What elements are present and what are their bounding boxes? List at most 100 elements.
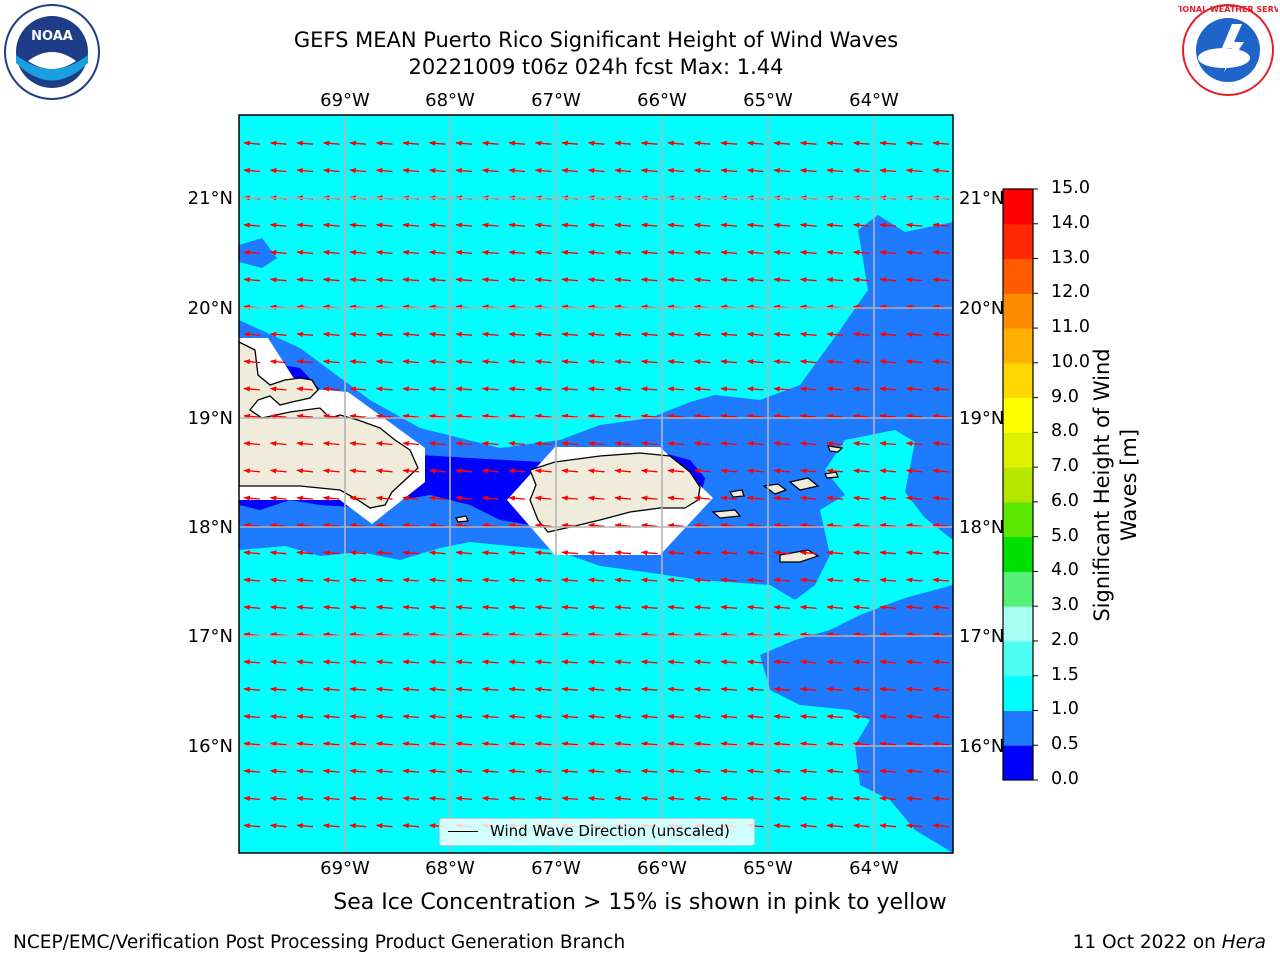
lat-labels-left: 21°N 20°N 19°N 18°N 17°N 16°N bbox=[188, 188, 233, 757]
wind-wave-arrow bbox=[746, 168, 764, 174]
wind-wave-arrow bbox=[296, 604, 314, 611]
wind-wave-arrow bbox=[826, 331, 844, 338]
wind-wave-arrow bbox=[508, 768, 526, 774]
wind-wave-arrow bbox=[481, 222, 499, 228]
wind-wave-arrow bbox=[667, 550, 685, 556]
wind-wave-arrow bbox=[640, 277, 658, 283]
wind-wave-arrow bbox=[852, 168, 870, 174]
wind-wave-arrow bbox=[243, 741, 261, 747]
wind-wave-arrow bbox=[375, 441, 393, 447]
wind-wave-arrow bbox=[243, 659, 261, 665]
wind-wave-arrow bbox=[481, 441, 499, 447]
wind-wave-arrow bbox=[349, 249, 367, 256]
wind-wave-arrow bbox=[269, 659, 287, 665]
wind-wave-arrow bbox=[667, 795, 685, 802]
lon-label-top: 68°W bbox=[425, 90, 475, 111]
wind-wave-arrow bbox=[375, 577, 393, 583]
wind-wave-arrow bbox=[296, 441, 314, 447]
wind-wave-arrow bbox=[614, 359, 632, 365]
wind-wave-arrow bbox=[243, 550, 261, 556]
footer-date: 11 Oct 2022 on Hera bbox=[1073, 932, 1266, 953]
wind-wave-arrow bbox=[879, 823, 897, 829]
colorbar-tick-label: 1.0 bbox=[1051, 699, 1079, 720]
wind-wave-arrow bbox=[799, 277, 817, 283]
wind-wave-arrow bbox=[852, 441, 870, 447]
wind-wave-arrow bbox=[614, 768, 632, 774]
wind-wave-arrow bbox=[561, 386, 579, 392]
wind-wave-arrow bbox=[561, 140, 579, 146]
wind-wave-arrow bbox=[243, 359, 261, 365]
wind-wave-arrow bbox=[932, 522, 950, 529]
wind-wave-arrow bbox=[402, 823, 420, 829]
wind-wave-arrow bbox=[243, 468, 261, 474]
wind-wave-arrow bbox=[826, 550, 844, 556]
wind-wave-arrow bbox=[561, 550, 579, 556]
wind-wave-arrow bbox=[852, 686, 870, 692]
lon-label-bottom: 69°W bbox=[320, 858, 370, 879]
wind-wave-arrow bbox=[799, 741, 817, 747]
lon-label-top: 66°W bbox=[637, 90, 687, 111]
colorbar-segment bbox=[1003, 536, 1033, 572]
wind-wave-arrow bbox=[667, 359, 685, 365]
wind-wave-arrow bbox=[455, 741, 473, 747]
wind-wave-arrow bbox=[879, 140, 897, 146]
wind-wave-arrow bbox=[614, 659, 632, 665]
wind-wave-arrow bbox=[720, 768, 738, 774]
wind-wave-arrow bbox=[402, 140, 420, 146]
wind-wave-arrow bbox=[375, 413, 393, 419]
wind-wave-arrow bbox=[720, 577, 738, 583]
wind-wave-arrow bbox=[243, 413, 261, 419]
wind-wave-arrow bbox=[243, 686, 261, 692]
colorbar-tick-label: 15.0 bbox=[1051, 178, 1090, 198]
wind-wave-arrow bbox=[296, 386, 314, 392]
wind-wave-arrow bbox=[402, 468, 420, 474]
wind-wave-arrow bbox=[667, 495, 685, 501]
wind-wave-arrow bbox=[614, 741, 632, 747]
wind-wave-arrow bbox=[826, 768, 844, 774]
wind-wave-arrow bbox=[375, 140, 393, 146]
wind-wave-arrow bbox=[481, 249, 499, 256]
wind-wave-arrow bbox=[932, 359, 950, 365]
wind-wave-arrow bbox=[428, 768, 446, 774]
wind-wave-arrow bbox=[561, 577, 579, 583]
wind-wave-arrow bbox=[455, 386, 473, 392]
wind-wave-arrow bbox=[720, 659, 738, 665]
wind-wave-arrow bbox=[852, 768, 870, 774]
wind-wave-arrow bbox=[296, 795, 314, 802]
wind-wave-arrow bbox=[375, 222, 393, 228]
wind-wave-arrow bbox=[852, 522, 870, 529]
wind-wave-arrow bbox=[773, 441, 791, 447]
wind-wave-arrow bbox=[932, 441, 950, 447]
wind-wave-arrow bbox=[720, 222, 738, 228]
wind-wave-arrow bbox=[587, 441, 605, 447]
wind-wave-arrow bbox=[773, 795, 791, 802]
wind-wave-arrow bbox=[826, 714, 844, 720]
wind-wave-arrow bbox=[773, 331, 791, 338]
wind-wave-arrow bbox=[799, 577, 817, 583]
wind-wave-arrow bbox=[243, 441, 261, 447]
wind-wave-arrow bbox=[322, 659, 340, 665]
colorbar-segment bbox=[1003, 432, 1033, 468]
wind-wave-arrow bbox=[349, 604, 367, 611]
lon-label-bottom: 66°W bbox=[637, 858, 687, 879]
wind-wave-arrow bbox=[799, 386, 817, 392]
wind-wave-arrow bbox=[799, 495, 817, 501]
wind-wave-arrow bbox=[428, 714, 446, 720]
wind-wave-arrow bbox=[349, 359, 367, 365]
wind-wave-arrow bbox=[534, 168, 552, 174]
wind-wave-arrow bbox=[349, 522, 367, 529]
wind-wave-arrow bbox=[720, 249, 738, 256]
wind-wave-arrow bbox=[640, 386, 658, 392]
wind-wave-arrow bbox=[667, 604, 685, 611]
wind-wave-arrow bbox=[296, 741, 314, 747]
wind-wave-arrow bbox=[587, 495, 605, 501]
lat-label-right: 17°N bbox=[959, 626, 1004, 647]
wind-wave-arrow bbox=[720, 441, 738, 447]
wind-wave-arrow bbox=[773, 768, 791, 774]
wind-wave-arrow bbox=[879, 386, 897, 392]
wind-wave-arrow bbox=[879, 604, 897, 611]
wind-wave-arrow bbox=[879, 277, 897, 283]
colorbar-tick-label: 13.0 bbox=[1051, 247, 1090, 268]
wind-wave-arrow bbox=[720, 140, 738, 146]
wind-wave-arrow bbox=[375, 277, 393, 283]
